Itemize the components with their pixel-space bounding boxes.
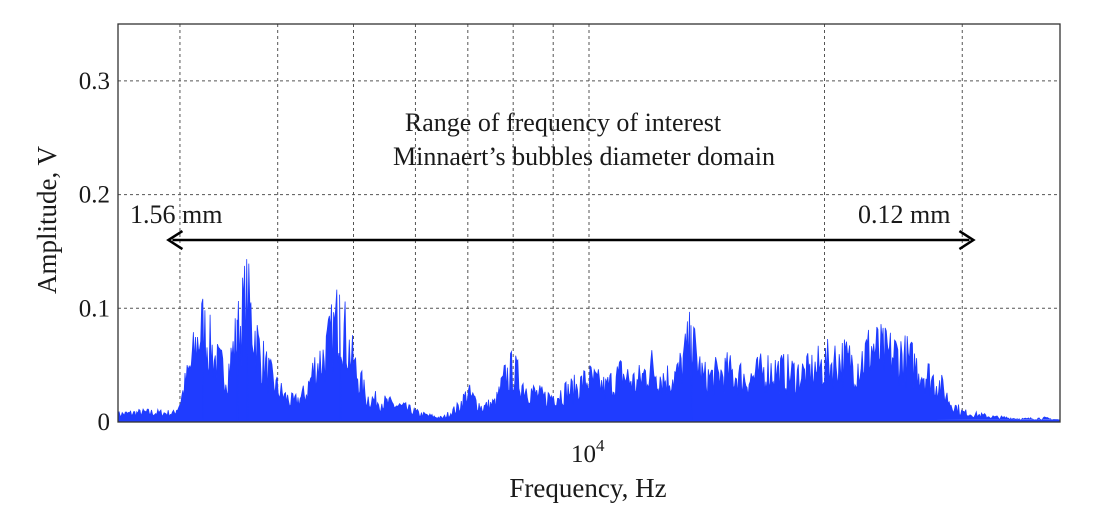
x-tick-label: 104 xyxy=(571,436,605,468)
annotation-line-2: Minnaert’s bubbles diameter domain xyxy=(393,142,775,171)
annotation-line-1: Range of frequency of interest xyxy=(405,108,722,137)
annotation-right-label: 0.12 mm xyxy=(858,200,950,229)
annotation-left-label: 1.56 mm xyxy=(130,200,222,229)
spectrum-series xyxy=(117,259,1061,423)
plot-frame xyxy=(117,23,1061,423)
grid-lines xyxy=(118,24,1060,422)
y-tick-label: 0.2 xyxy=(79,182,110,209)
y-tick-labels: 0 0.1 0.2 0.3 xyxy=(79,68,110,436)
y-tick-label: 0.3 xyxy=(79,68,110,95)
arrow-head-left xyxy=(166,230,184,251)
x-tick-labels: 104 xyxy=(571,436,605,468)
arrow-head-right xyxy=(958,230,976,251)
y-axis-label: Amplitude, V xyxy=(32,145,62,294)
series-layer xyxy=(117,259,1061,423)
range-arrow xyxy=(166,230,976,251)
y-tick-label: 0.1 xyxy=(79,295,110,322)
y-tick-label: 0 xyxy=(98,409,111,436)
x-axis-label: Frequency, Hz xyxy=(509,473,666,503)
